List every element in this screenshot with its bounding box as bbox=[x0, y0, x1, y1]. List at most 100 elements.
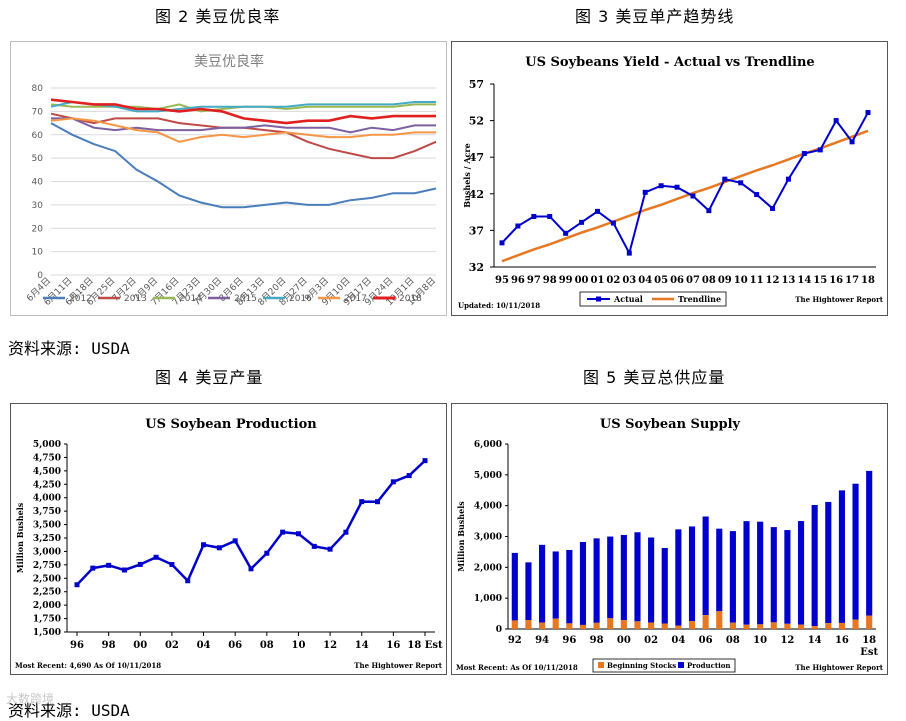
source-credit: The Hightower Report bbox=[795, 663, 883, 672]
y-tick-label: 3,000 bbox=[474, 533, 502, 543]
x-tick-label: 12 bbox=[766, 275, 780, 286]
actual-point bbox=[754, 192, 760, 198]
updated-note: Updated: 10/11/2018 bbox=[458, 301, 540, 310]
y-tick-label: 3,250 bbox=[33, 534, 61, 544]
y-tick-label: 2,250 bbox=[33, 588, 61, 598]
y-tick-label: 40 bbox=[32, 178, 44, 188]
bar-beginning-stocks bbox=[743, 624, 750, 629]
y-tick-label: 2,000 bbox=[474, 563, 502, 573]
y-axis-label: Million Bushels bbox=[456, 501, 466, 572]
bar-production bbox=[811, 504, 818, 627]
x-tick-label: 92 bbox=[508, 635, 522, 646]
production-point bbox=[359, 499, 365, 505]
good-rating-chart: 美豆优良率010203040506070806月4日6月11日6月18日6月25… bbox=[25, 53, 439, 308]
bar-production bbox=[539, 544, 546, 623]
actual-point bbox=[499, 240, 505, 246]
bar-beginning-stocks bbox=[634, 621, 641, 629]
x-tick-label: 02 bbox=[644, 635, 658, 646]
x-tick-label: 10 bbox=[734, 275, 748, 286]
actual-point bbox=[770, 205, 776, 211]
bar-production bbox=[729, 531, 736, 623]
bar-production bbox=[784, 530, 791, 624]
y-tick-label: 32 bbox=[469, 261, 484, 274]
legend-label-actual: Actual bbox=[613, 294, 643, 304]
production-point bbox=[375, 499, 381, 505]
production-chart: US Soybean Production Million Bushels 1,50… bbox=[15, 417, 443, 670]
bar-production bbox=[743, 521, 750, 625]
x-tick-label: 07 bbox=[686, 275, 700, 286]
x-tick-label: 12 bbox=[780, 635, 794, 646]
legend-label-2013: 2013 bbox=[124, 294, 147, 304]
bar-production bbox=[770, 527, 777, 623]
fig5-caption: 图 5 美豆总供应量 bbox=[583, 368, 726, 387]
legend-label-2016: 2016 bbox=[289, 294, 312, 304]
bar-beginning-stocks bbox=[770, 622, 777, 629]
x-tick-label: 96 bbox=[70, 640, 84, 651]
production-point bbox=[232, 538, 238, 544]
x-tick-label: 02 bbox=[606, 275, 620, 286]
production-point bbox=[153, 554, 159, 560]
legend-label-2018: 2018 bbox=[399, 294, 422, 304]
x-tick-label: 08 bbox=[702, 275, 716, 286]
bar-beginning-stocks bbox=[593, 622, 600, 629]
series-line-2018 bbox=[50, 98, 436, 125]
actual-point bbox=[579, 219, 585, 225]
x-tick-label: 10 bbox=[291, 640, 305, 651]
x-tick-label: 95 bbox=[495, 275, 509, 286]
actual-point bbox=[531, 213, 537, 219]
bar-production bbox=[525, 562, 532, 620]
production-point bbox=[343, 529, 349, 535]
actual-point bbox=[626, 250, 632, 256]
bar-production bbox=[838, 490, 845, 623]
legend-marker-actual bbox=[596, 296, 601, 302]
y-tick-label: 5,000 bbox=[33, 440, 61, 450]
x-tick-label: 98 bbox=[102, 640, 116, 651]
y-tick-label: 4,750 bbox=[33, 453, 61, 463]
chart-panel-supply: US Soybean Supply Million Bushels 0 1,000 2,… bbox=[451, 403, 888, 675]
actual-point bbox=[610, 220, 616, 226]
x-tick-label: 18 Est bbox=[407, 640, 443, 651]
production-point bbox=[90, 565, 96, 571]
y-tick-label: 60 bbox=[32, 131, 44, 141]
bar-beginning-stocks bbox=[757, 624, 764, 629]
y-tick-label: 1,750 bbox=[33, 615, 61, 625]
actual-point bbox=[594, 208, 600, 214]
watermark: 大数跨境 bbox=[6, 692, 55, 706]
chart-title: US Soybeans Yield - Actual vs Trendline bbox=[525, 55, 814, 70]
bar-production bbox=[675, 529, 682, 626]
x-tick-label: 10 bbox=[753, 635, 767, 646]
bar-beginning-stocks bbox=[620, 620, 627, 629]
y-tick-label: 50 bbox=[32, 154, 44, 164]
x-tick-label: 04 bbox=[197, 640, 211, 651]
y-tick-label: 4,000 bbox=[33, 494, 61, 504]
bar-production bbox=[620, 534, 627, 621]
production-point bbox=[248, 566, 254, 572]
most-recent-note: Most Recent: 4,690 As Of 10/11/2018 bbox=[15, 661, 161, 670]
actual-point bbox=[642, 189, 648, 195]
x-tick-label: 12 bbox=[323, 640, 337, 651]
x-tick-label: 09 bbox=[718, 275, 732, 286]
bar-production bbox=[866, 470, 873, 616]
bar-production bbox=[688, 526, 696, 622]
bar-beginning-stocks bbox=[675, 625, 682, 629]
series-line-actual bbox=[501, 112, 869, 256]
bar-production bbox=[593, 538, 600, 623]
bar-production bbox=[825, 501, 832, 624]
source-note-2: 资料来源: USDA bbox=[8, 701, 130, 720]
x-tick-label: 98 bbox=[543, 275, 557, 286]
actual-point bbox=[738, 180, 744, 186]
production-point bbox=[121, 567, 127, 573]
legend-label-production: Production bbox=[687, 661, 731, 670]
bar-beginning-stocks bbox=[797, 624, 805, 629]
bar-production bbox=[852, 483, 859, 620]
y-tick-label: 2,750 bbox=[33, 561, 61, 571]
y-tick-label: 5,000 bbox=[474, 471, 502, 481]
bar-beginning-stocks bbox=[552, 618, 559, 629]
x-tick-label: 18 bbox=[862, 635, 876, 646]
y-tick-label: 4,250 bbox=[33, 480, 61, 490]
production-point bbox=[406, 473, 412, 479]
x-tick-label: 08 bbox=[726, 635, 740, 646]
x-tick-label: 14 bbox=[355, 640, 369, 651]
bar-production bbox=[511, 552, 518, 621]
x-tick-label: 06 bbox=[228, 640, 242, 651]
